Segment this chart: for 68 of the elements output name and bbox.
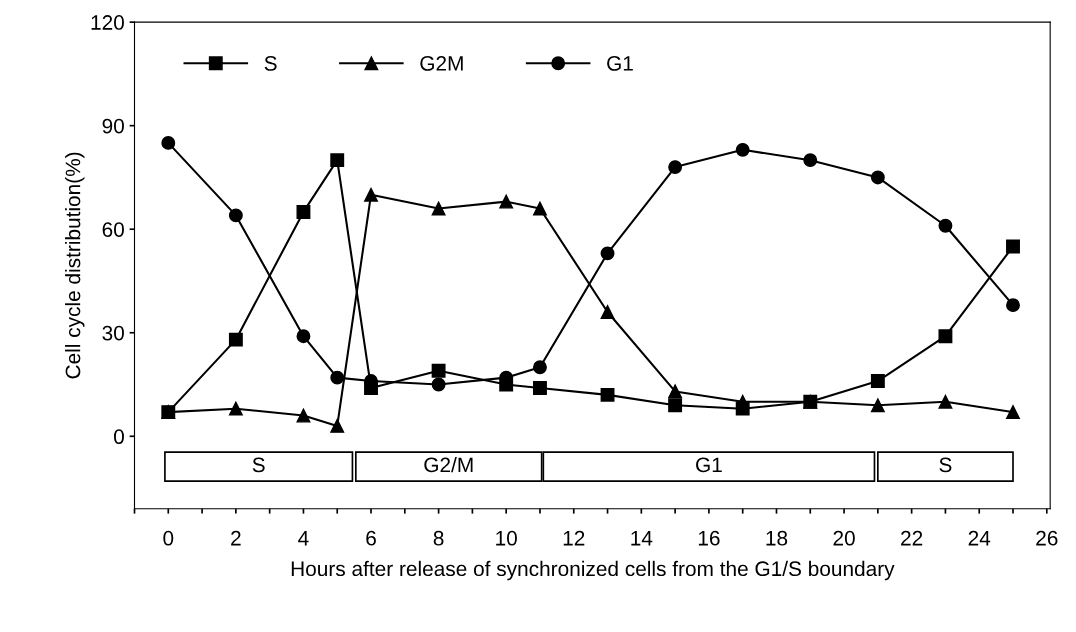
point <box>938 394 953 409</box>
legend-label: S <box>264 56 277 71</box>
y-axis-title: Cell cycle distribution(%) <box>65 152 85 379</box>
point <box>330 370 345 385</box>
point <box>499 194 514 209</box>
x-tick-label: 16 <box>698 530 720 546</box>
point <box>735 401 750 416</box>
point <box>870 170 885 185</box>
point <box>600 387 615 402</box>
point <box>668 160 683 175</box>
point <box>161 135 176 150</box>
point <box>870 374 885 389</box>
y-tick-label: 0 <box>114 429 124 445</box>
band-label: G1 <box>696 457 722 473</box>
x-tick-label: 6 <box>366 530 376 546</box>
point <box>735 142 750 157</box>
point <box>330 418 345 433</box>
x-tick-label: 20 <box>833 530 855 546</box>
x-tick-label: 24 <box>968 530 991 546</box>
x-tick-label: 4 <box>298 531 309 546</box>
point <box>803 153 818 168</box>
point <box>364 381 378 395</box>
point <box>600 305 615 319</box>
point <box>296 408 311 423</box>
point <box>161 405 176 420</box>
point <box>938 329 953 344</box>
band-label: G2/M <box>424 456 473 473</box>
point <box>330 153 345 168</box>
x-tick-label: 8 <box>433 530 444 546</box>
point <box>1006 405 1020 420</box>
x-axis-title: Hours after release of synchronized cells from the G1/S boundary <box>291 560 895 581</box>
y-tick-label: 60 <box>102 222 124 237</box>
legend-label: G2M <box>420 56 463 71</box>
point <box>228 401 243 416</box>
point <box>668 384 683 399</box>
x-tick-label: 0 <box>163 530 174 546</box>
x-tick-label: 18 <box>766 530 788 546</box>
point <box>1006 239 1020 254</box>
point <box>668 398 683 413</box>
point <box>600 246 615 261</box>
point <box>228 332 243 347</box>
x-tick-label: 10 <box>496 530 517 546</box>
y-tick-label: 120 <box>91 15 124 30</box>
point <box>431 377 446 392</box>
legend-label: G1 <box>607 56 633 71</box>
x-tick-label: 22 <box>901 530 923 546</box>
point <box>803 394 818 409</box>
point <box>364 187 378 202</box>
point <box>533 360 547 375</box>
point <box>1006 298 1020 313</box>
point <box>938 218 953 233</box>
x-tick-label: 14 <box>631 531 653 546</box>
point <box>533 381 547 395</box>
band-label: S <box>939 457 952 473</box>
point <box>431 363 446 378</box>
x-tick-label: 26 <box>1036 530 1058 546</box>
point <box>431 201 446 216</box>
point <box>533 201 547 216</box>
point <box>228 208 243 223</box>
y-tick-label: 30 <box>102 325 124 341</box>
point <box>499 377 514 392</box>
point <box>296 329 311 344</box>
x-tick-label: 12 <box>563 530 585 546</box>
point <box>870 398 885 413</box>
band-label: S <box>252 457 265 473</box>
point <box>296 204 311 219</box>
y-tick-label: 90 <box>102 118 124 134</box>
x-tick-label: 2 <box>231 530 241 546</box>
